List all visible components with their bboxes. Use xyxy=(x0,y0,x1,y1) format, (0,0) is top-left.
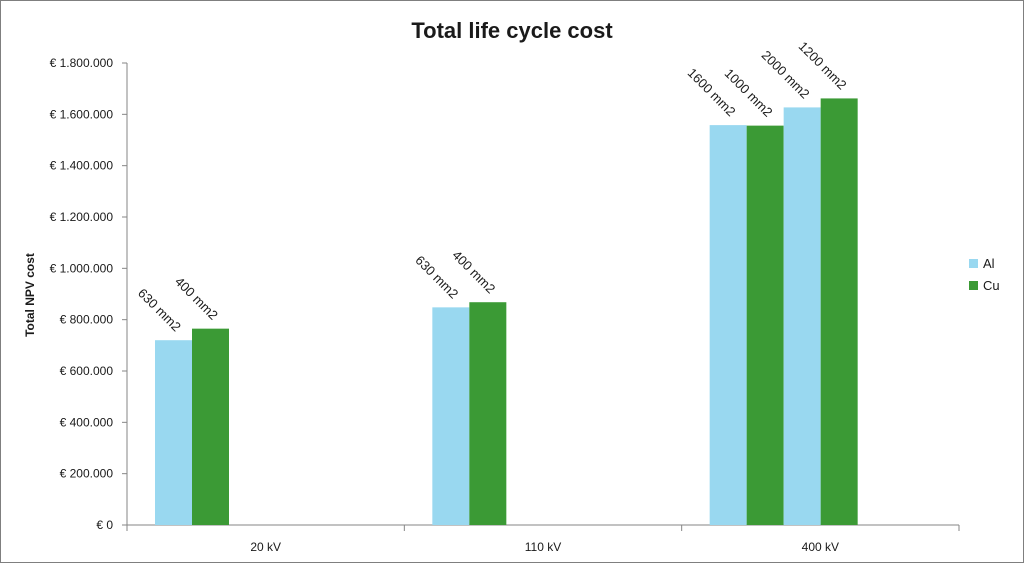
bar-cu xyxy=(192,328,229,525)
legend: Al Cu xyxy=(969,256,1000,293)
bar-cu xyxy=(469,302,507,525)
bar-al xyxy=(432,307,470,525)
chart-title: Total life cycle cost xyxy=(411,18,613,43)
y-tick-label: € 1.000.000 xyxy=(50,261,114,275)
y-tick-label: € 1.200.000 xyxy=(50,210,114,224)
legend-swatch-al xyxy=(969,259,978,268)
bar-al xyxy=(709,125,747,525)
legend-label-cu: Cu xyxy=(983,278,1000,293)
y-tick-label: € 800.000 xyxy=(60,313,114,327)
x-tick-label: 20 kV xyxy=(250,540,281,554)
bar-cu xyxy=(820,98,858,526)
bar-data-label: 400 mm2 xyxy=(172,274,221,323)
bar-al xyxy=(155,340,192,525)
y-tick-label: € 1.600.000 xyxy=(50,107,114,121)
plot-area: € 0 € 200.000 € 400.000 € 600.000 € 800.000 €… xyxy=(50,39,960,554)
bar-data-label: 630 mm2 xyxy=(135,285,184,334)
y-tick-label: € 200.000 xyxy=(60,467,114,481)
y-tick-label: € 400.000 xyxy=(60,415,114,429)
x-tick-label: 110 kV xyxy=(525,540,561,554)
y-tick-label: € 1.800.000 xyxy=(50,56,114,70)
bar-al xyxy=(783,107,821,526)
y-axis-label: Total NPV cost xyxy=(23,253,37,337)
legend-label-al: Al xyxy=(983,256,995,271)
x-tick-label: 400 kV xyxy=(802,540,839,554)
bar-cu xyxy=(746,125,784,526)
y-tick-label: € 0 xyxy=(96,518,113,532)
legend-swatch-cu xyxy=(969,281,978,290)
y-tick-label: € 600.000 xyxy=(60,364,114,378)
y-tick-label: € 1.400.000 xyxy=(50,159,114,173)
